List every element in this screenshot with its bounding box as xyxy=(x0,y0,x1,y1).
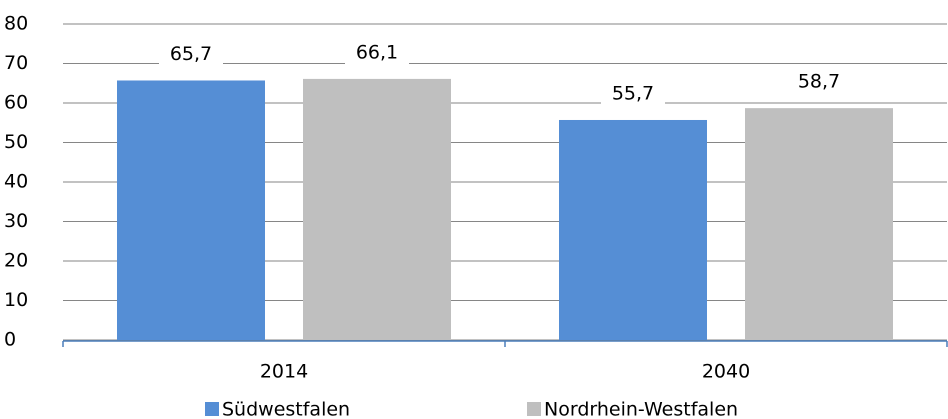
legend-swatch xyxy=(205,402,219,416)
y-tick-label: 30 xyxy=(4,210,28,232)
bar xyxy=(117,80,265,341)
y-tick-label: 20 xyxy=(4,250,28,272)
y-tick-label: 40 xyxy=(4,171,28,193)
data-label: 66,1 xyxy=(356,41,398,63)
data-label-background xyxy=(787,69,851,96)
legend-label: Nordrhein-Westfalen xyxy=(544,399,738,419)
data-label: 65,7 xyxy=(170,43,212,65)
bar xyxy=(745,108,893,340)
bar xyxy=(559,119,707,340)
legend-swatch xyxy=(527,402,541,416)
data-label: 55,7 xyxy=(612,82,654,104)
data-label: 58,7 xyxy=(798,71,840,93)
bar xyxy=(303,78,451,340)
y-tick-label: 10 xyxy=(4,289,28,311)
y-tick-label: 80 xyxy=(4,13,28,35)
data-label-background xyxy=(159,41,223,68)
y-tick-label: 50 xyxy=(4,131,28,153)
y-tick-label: 70 xyxy=(4,52,28,74)
legend-label: Südwestfalen xyxy=(222,399,350,419)
y-tick-label: 0 xyxy=(4,329,16,351)
data-label-background xyxy=(345,39,409,66)
x-tick-label: 2014 xyxy=(260,361,308,383)
x-tick-label: 2040 xyxy=(702,361,750,383)
data-label-background xyxy=(601,80,665,107)
y-tick-label: 60 xyxy=(4,92,28,114)
